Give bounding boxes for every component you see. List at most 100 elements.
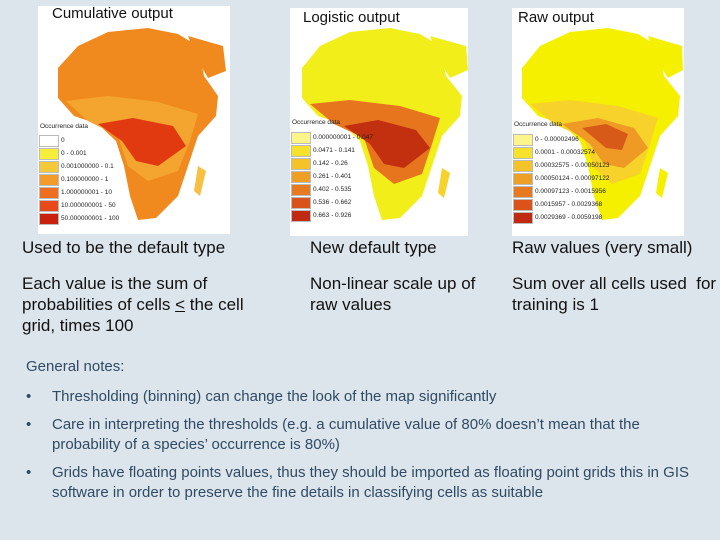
legend-row: 0.0471 - 0.141 (291, 145, 355, 157)
legend-swatch (291, 145, 311, 157)
legend-swatch (39, 135, 59, 147)
legend-label: 0.001000000 - 0.1 (61, 162, 114, 170)
legend-label: 0.0471 - 0.141 (313, 146, 355, 154)
legend-swatch (513, 147, 533, 159)
cumulative-map-image (58, 28, 226, 220)
logistic-map-panel: Occurrence data 0.000000001 - 0.047 0.04… (290, 8, 468, 236)
legend-label: 0.00032575 - 0.00050123 (535, 161, 610, 169)
caption-cumulative-type: Used to be the default type (22, 238, 226, 257)
logistic-map-image (302, 28, 468, 220)
note-text: Grids have floating points values, thus … (52, 464, 690, 501)
africa-hotspot (344, 120, 430, 168)
raw-map-title: Raw output (518, 9, 594, 26)
legend-label: 0 (61, 136, 65, 144)
legend-label: 0.00050124 - 0.00097122 (535, 174, 610, 182)
legend-label: 0.00097123 - 0.0015956 (535, 187, 606, 195)
legend-swatch (513, 212, 533, 224)
logistic-map-title: Logistic output (303, 9, 400, 26)
legend-title: Occurrence data (292, 119, 341, 126)
legend-swatch (291, 171, 311, 183)
madagascar (194, 166, 206, 196)
caption-raw-type: Raw values (very small) (512, 238, 693, 257)
legend-swatch (39, 174, 59, 186)
caption-cumulative-desc-text: the cell grid, times 100 (22, 295, 244, 335)
legend-swatch (39, 148, 59, 160)
legend-row: 0 - 0.001 (39, 148, 87, 160)
caption-raw-desc: Sum over all cells used for training is … (512, 274, 717, 314)
arabia (648, 36, 683, 78)
legend-swatch (39, 187, 59, 199)
legend-label: 0.100000000 - 1 (61, 175, 109, 183)
legend-swatch (291, 197, 311, 209)
legend-label: 0.0015957 - 0.0029368 (535, 200, 603, 208)
legend-label: 1.000000001 - 10 (61, 188, 112, 196)
legend-row: 0.663 - 0.926 (291, 210, 352, 222)
legend-row: 0.00032575 - 0.00050123 (513, 160, 610, 172)
arabia (430, 36, 468, 78)
general-notes-title: General notes: (26, 358, 125, 375)
madagascar (656, 168, 668, 198)
legend-row: 1.000000001 - 10 (39, 187, 112, 199)
bullet-icon: • (26, 388, 32, 405)
africa-hotspot (98, 118, 186, 166)
legend-row: 50.000000001 - 100 (39, 213, 120, 225)
caption-cumulative-desc-text: Each value is the sum of probabilities o… (22, 274, 208, 314)
legend-label: 0.663 - 0.926 (313, 211, 352, 219)
caption-cumulative-desc: Each value is the sum of probabilities o… (22, 273, 262, 336)
legend-row: 0.0015957 - 0.0029368 (513, 199, 603, 211)
legend-label: 0.000000001 - 0.047 (313, 133, 373, 141)
legend-swatch (39, 200, 59, 212)
legend-row: 0 - 0.00002496 (513, 134, 579, 146)
raw-map-image (522, 28, 683, 220)
legend-row: 0 (39, 135, 65, 147)
legend-swatch (513, 199, 533, 211)
legend-swatch (291, 158, 311, 170)
legend-label: 10.000000001 - 50 (61, 201, 116, 209)
legend-row: 0.0029369 - 0.0059198 (513, 212, 603, 224)
legend-title: Occurrence data (40, 123, 89, 130)
legend-row: 0.142 - 0.26 (291, 158, 348, 170)
legend-swatch (513, 134, 533, 146)
legend-label: 0.0001 - 0.00032574 (535, 148, 595, 156)
legend-label: 0 - 0.001 (61, 149, 87, 157)
africa-hotspot (582, 124, 628, 150)
raw-map-panel: Occurrence data 0 - 0.00002496 0.0001 - … (512, 8, 684, 236)
caption-logistic-type: New default type (310, 238, 437, 257)
legend-label: 0.0029369 - 0.0059198 (535, 213, 603, 221)
caption-logistic-desc: Non-linear scale up of raw values (310, 274, 476, 314)
legend-swatch (39, 213, 59, 225)
madagascar (438, 168, 450, 198)
legend-row: 0.261 - 0.401 (291, 171, 352, 183)
legend-row: 0.402 - 0.535 (291, 184, 352, 196)
legend-row: 0.536 - 0.662 (291, 197, 352, 209)
legend-title: Occurrence data (514, 121, 563, 128)
bullet-icon: • (26, 416, 32, 433)
legend-label: 0.142 - 0.26 (313, 159, 348, 167)
legend-row: 0.000000001 - 0.047 (291, 132, 373, 144)
legend-label: 0.536 - 0.662 (313, 198, 352, 206)
legend-label: 0 - 0.00002496 (535, 135, 579, 143)
legend-row: 10.000000001 - 50 (39, 200, 116, 212)
bullet-icon: • (26, 464, 32, 481)
legend-swatch (291, 184, 311, 196)
legend-swatch (513, 160, 533, 172)
legend-row: 0.100000000 - 1 (39, 174, 109, 186)
arabia (188, 36, 226, 78)
less-or-equal-symbol: < (175, 295, 186, 314)
cumulative-map-panel: Occurrence data 0 0 - 0.001 0.001000000 … (38, 6, 230, 234)
legend-swatch (513, 173, 533, 185)
legend-label: 0.402 - 0.535 (313, 185, 352, 193)
legend-row: 0.00050124 - 0.00097122 (513, 173, 610, 185)
legend-swatch (39, 161, 59, 173)
legend-row: 0.00097123 - 0.0015956 (513, 186, 606, 198)
legend-label: 0.261 - 0.401 (313, 172, 352, 180)
cumulative-map-title: Cumulative output (52, 5, 173, 22)
legend-row: 0.0001 - 0.00032574 (513, 147, 595, 159)
legend-swatch (291, 132, 311, 144)
legend-swatch (291, 210, 311, 222)
legend-label: 50.000000001 - 100 (61, 214, 120, 222)
legend-swatch (513, 186, 533, 198)
legend-row: 0.001000000 - 0.1 (39, 161, 114, 173)
note-text: Thresholding (binning) can change the lo… (52, 388, 497, 405)
note-text: Care in interpreting the thresholds (e.g… (52, 416, 640, 453)
